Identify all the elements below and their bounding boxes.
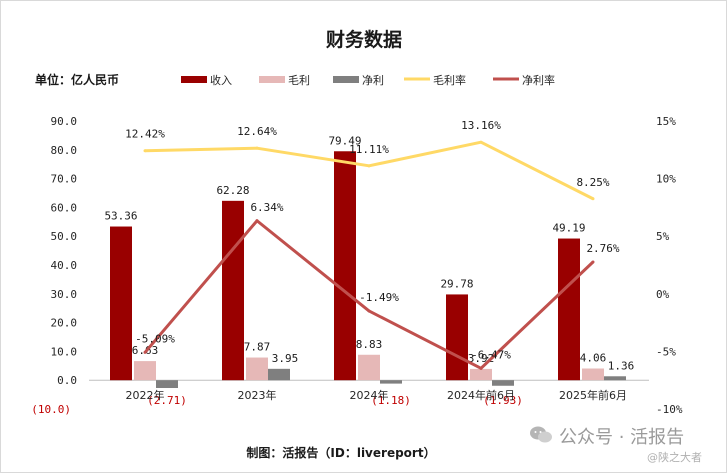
right-tick-label: 10% [656,173,676,186]
bar-label-2-4: 1.36 [608,359,635,372]
legend-label-3: 毛利率 [433,73,466,87]
line-point-0-2 [367,164,371,168]
watermark-sub: @陕之大者 [647,451,702,464]
left-tick-label: 70.0 [51,173,78,186]
bar-label-1-4: 4.06 [580,352,607,365]
left-tick-label: 60.0 [51,201,78,214]
watermark-label: 公众号 · 活报告 [559,427,685,448]
bar-2-0 [156,380,178,389]
line-label-0-1: 12.64% [237,125,277,138]
bar-0-2 [334,151,356,381]
right-tick-label: 0% [656,288,670,301]
line-point-0-4 [591,197,595,201]
bar-label-2-3: (1.93) [483,394,523,407]
bar-0-3 [446,294,468,381]
bar-2-1 [268,368,290,381]
legend-label-2: 净利 [362,73,384,87]
line-label-0-3: 13.16% [461,119,501,132]
bar-label-0-1: 62.28 [216,184,249,197]
right-tick-label: -10% [656,403,683,416]
left-tick-label: 0.0 [57,374,77,387]
bar-1-1 [246,357,268,381]
left-tick-label: 90.0 [51,115,78,128]
category-label-1: 2023年 [238,388,277,402]
right-tick-label: 15% [656,115,676,128]
bar-2-3 [492,380,514,386]
category-label-3: 2024年前6月 [447,388,515,402]
wechat-icon [530,426,552,443]
bar-label-0-4: 49.19 [552,222,585,235]
left-tick-label: (10.0) [31,403,71,416]
bar-label-0-0: 53.36 [104,210,137,223]
bar-2-4 [604,376,626,381]
legend-label-1: 毛利 [288,74,310,87]
line-label-1-2: -1.49% [359,291,399,304]
bar-0-4 [558,238,580,381]
right-tick-label: 5% [656,230,670,243]
left-tick-label: 40.0 [51,259,78,272]
category-label-0: 2022年 [126,388,165,402]
bar-0-1 [222,200,244,381]
legend-label-4: 净利率 [522,73,555,87]
legend-swatch-1 [259,76,285,83]
line-point-1-4 [591,260,595,264]
bar-label-1-2: 8.83 [356,338,383,351]
watermark: 公众号 · 活报告 @陕之大者 [529,419,727,469]
chart-title: 财务数据 [326,28,402,51]
unit-label: 单位：亿人民币 [35,72,119,87]
legend-swatch-0 [181,76,207,83]
line-point-0-0 [143,149,147,153]
right-tick-label: -5% [656,345,676,358]
left-tick-label: 30.0 [51,288,78,301]
bar-label-2-1: 3.95 [272,352,299,365]
line-label-0-0: 12.42% [125,128,165,141]
line-point-1-2 [367,309,371,313]
bar-label-0-2: 79.49 [328,134,361,147]
line-label-0-2: 11.11% [349,143,389,156]
bar-label-1-1: 7.87 [244,341,271,354]
category-label-4: 2025年前6月 [559,388,627,402]
bar-label-2-2: (1.18) [371,394,411,407]
legend-swatch-2 [333,76,359,83]
left-tick-label: 50.0 [51,230,78,243]
bar-label-0-3: 29.78 [440,277,473,290]
line-label-0-4: 8.25% [576,176,609,189]
legend-label-0: 收入 [210,73,232,87]
line-point-1-3 [479,366,483,370]
bar-label-2-0: (2.71) [147,394,187,407]
bar-2-2 [380,380,402,384]
line-point-0-1 [255,146,259,150]
line-point-0-3 [479,140,483,144]
bar-1-2 [358,354,380,381]
left-tick-label: 80.0 [51,144,78,157]
line-point-1-1 [255,219,259,223]
left-tick-label: 10.0 [51,345,78,358]
bar-0-0 [110,226,132,381]
line-label-1-1: 6.34% [250,201,283,214]
line-label-1-0: -5.09% [135,332,175,345]
source-caption: 制图：活报告（ID：livereport） [246,445,435,460]
line-label-1-4: 2.76% [586,242,619,255]
line-point-1-0 [143,350,147,354]
category-label-2: 2024年 [350,388,389,402]
bar-1-3 [470,368,492,381]
bar-1-0 [134,361,156,381]
left-tick-label: 20.0 [51,317,78,330]
bar-1-4 [582,368,604,381]
line-label-1-3: -6.47% [471,348,511,361]
